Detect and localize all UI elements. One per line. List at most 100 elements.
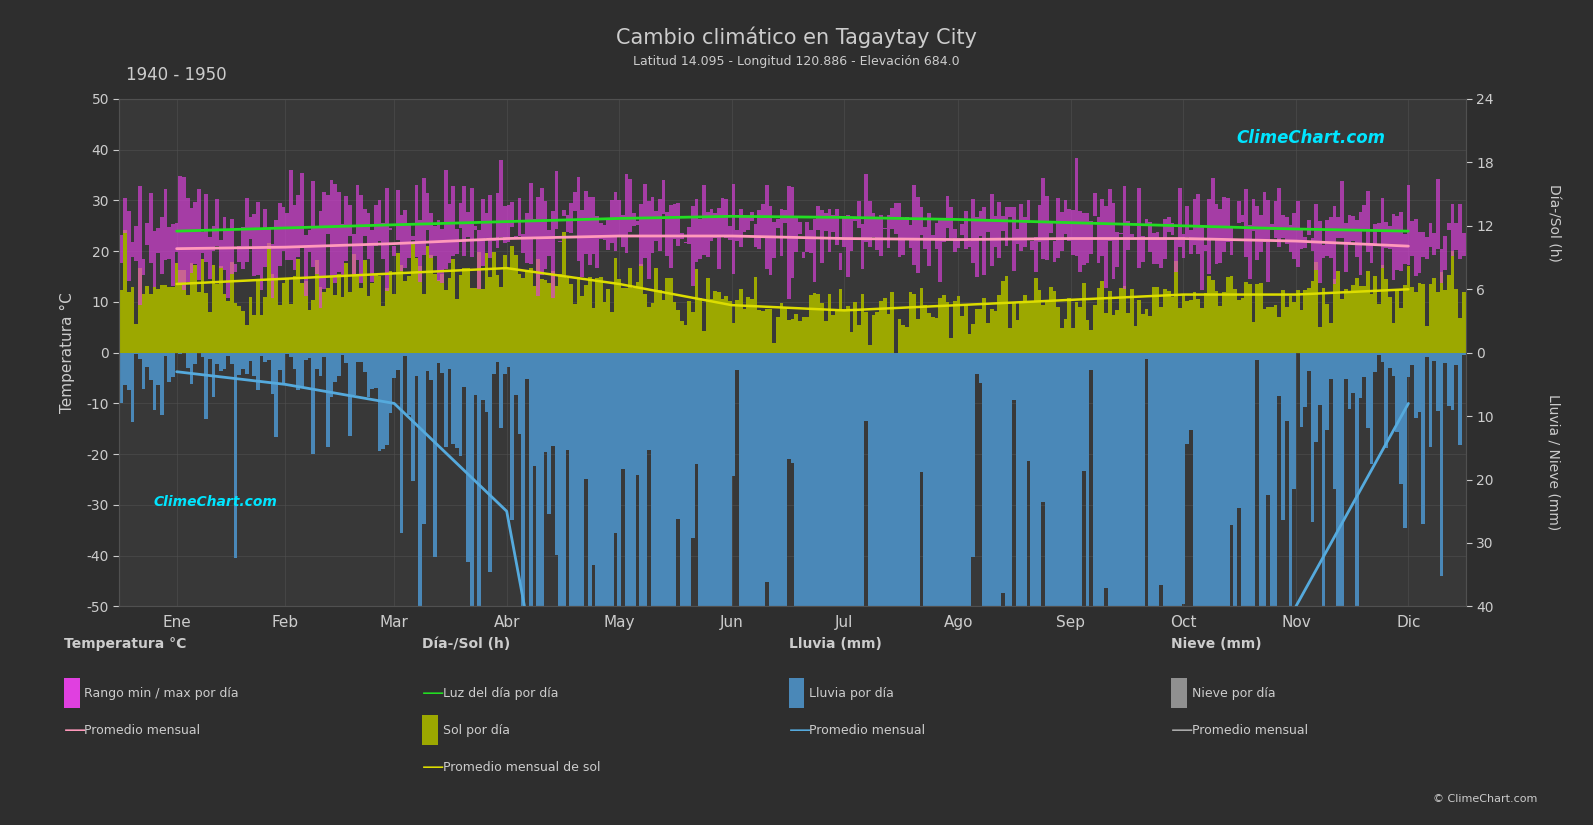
Bar bbox=[241, 227, 245, 270]
Bar bbox=[1166, 353, 1171, 825]
Bar bbox=[1278, 353, 1281, 396]
Bar bbox=[1034, 278, 1037, 353]
Bar bbox=[703, 185, 706, 255]
Bar bbox=[182, 177, 186, 290]
Bar bbox=[134, 324, 139, 353]
Bar bbox=[288, 304, 293, 353]
Bar bbox=[249, 297, 252, 353]
Bar bbox=[1241, 214, 1244, 222]
Bar bbox=[602, 303, 607, 353]
Bar bbox=[602, 225, 607, 240]
Bar bbox=[658, 290, 661, 353]
Bar bbox=[414, 186, 419, 257]
Bar bbox=[448, 353, 451, 369]
Bar bbox=[846, 353, 849, 648]
Bar bbox=[902, 353, 905, 825]
Bar bbox=[156, 353, 159, 384]
Bar bbox=[905, 218, 908, 238]
Bar bbox=[1258, 214, 1263, 252]
Bar bbox=[1399, 212, 1403, 271]
Bar bbox=[1418, 232, 1421, 273]
Bar bbox=[742, 353, 747, 825]
Bar bbox=[975, 309, 978, 353]
Bar bbox=[507, 353, 510, 366]
Bar bbox=[706, 353, 709, 825]
Bar bbox=[961, 315, 964, 353]
Bar bbox=[1365, 353, 1370, 428]
Bar bbox=[349, 292, 352, 353]
Bar bbox=[688, 353, 691, 825]
Bar bbox=[1042, 353, 1045, 502]
Bar bbox=[706, 212, 709, 257]
Bar bbox=[1270, 353, 1274, 800]
Bar bbox=[1333, 280, 1337, 353]
Bar bbox=[602, 353, 607, 825]
Bar bbox=[846, 215, 849, 277]
Bar bbox=[1090, 221, 1093, 254]
Bar bbox=[256, 201, 260, 276]
Bar bbox=[824, 321, 827, 353]
Bar bbox=[894, 353, 897, 825]
Bar bbox=[1067, 353, 1070, 825]
Bar bbox=[1200, 227, 1204, 290]
Bar bbox=[1204, 353, 1207, 680]
Bar bbox=[750, 299, 753, 353]
Bar bbox=[753, 353, 758, 825]
Bar bbox=[462, 268, 467, 353]
Bar bbox=[1384, 279, 1388, 353]
Bar bbox=[1314, 353, 1317, 442]
Bar bbox=[1211, 353, 1215, 825]
Bar bbox=[865, 353, 868, 422]
Bar bbox=[1118, 289, 1123, 353]
Bar bbox=[311, 353, 315, 455]
Bar bbox=[953, 300, 957, 353]
Bar bbox=[389, 353, 392, 413]
Bar bbox=[677, 203, 680, 246]
Bar bbox=[957, 238, 961, 248]
Bar bbox=[370, 283, 374, 353]
Bar bbox=[566, 215, 569, 232]
Bar bbox=[1020, 204, 1023, 251]
Bar bbox=[1064, 353, 1067, 825]
Bar bbox=[378, 276, 381, 353]
Bar bbox=[1395, 353, 1399, 432]
Bar bbox=[787, 320, 790, 353]
Bar bbox=[941, 295, 946, 353]
Bar bbox=[186, 198, 190, 282]
Bar bbox=[908, 292, 913, 353]
Bar bbox=[150, 294, 153, 353]
Bar bbox=[924, 353, 927, 825]
Bar bbox=[905, 353, 908, 825]
Bar bbox=[1451, 353, 1454, 410]
Bar bbox=[1177, 308, 1182, 353]
Bar bbox=[349, 205, 352, 237]
Bar bbox=[908, 353, 913, 825]
Bar bbox=[736, 230, 739, 241]
Bar bbox=[510, 246, 515, 353]
Bar bbox=[403, 210, 408, 267]
Bar bbox=[967, 334, 972, 353]
Bar bbox=[736, 299, 739, 353]
Bar bbox=[588, 277, 591, 353]
Bar bbox=[1064, 200, 1067, 234]
Bar bbox=[145, 224, 150, 245]
Bar bbox=[1126, 313, 1129, 353]
Bar bbox=[801, 252, 806, 257]
Bar bbox=[204, 353, 209, 419]
Text: 1940 - 1950: 1940 - 1950 bbox=[126, 66, 226, 84]
Bar bbox=[299, 353, 304, 388]
Bar bbox=[1093, 193, 1096, 216]
Bar bbox=[1107, 353, 1112, 760]
Bar bbox=[543, 280, 548, 353]
Bar bbox=[613, 258, 618, 353]
Bar bbox=[621, 215, 624, 248]
Bar bbox=[145, 353, 150, 367]
Bar bbox=[838, 289, 843, 353]
Bar bbox=[363, 261, 366, 353]
Bar bbox=[887, 214, 890, 248]
Bar bbox=[473, 225, 478, 230]
Bar bbox=[260, 353, 263, 356]
Bar bbox=[1075, 353, 1078, 825]
Text: Latitud 14.095 - Longitud 120.886 - Elevación 684.0: Latitud 14.095 - Longitud 120.886 - Elev… bbox=[632, 55, 961, 68]
Bar bbox=[761, 204, 765, 238]
